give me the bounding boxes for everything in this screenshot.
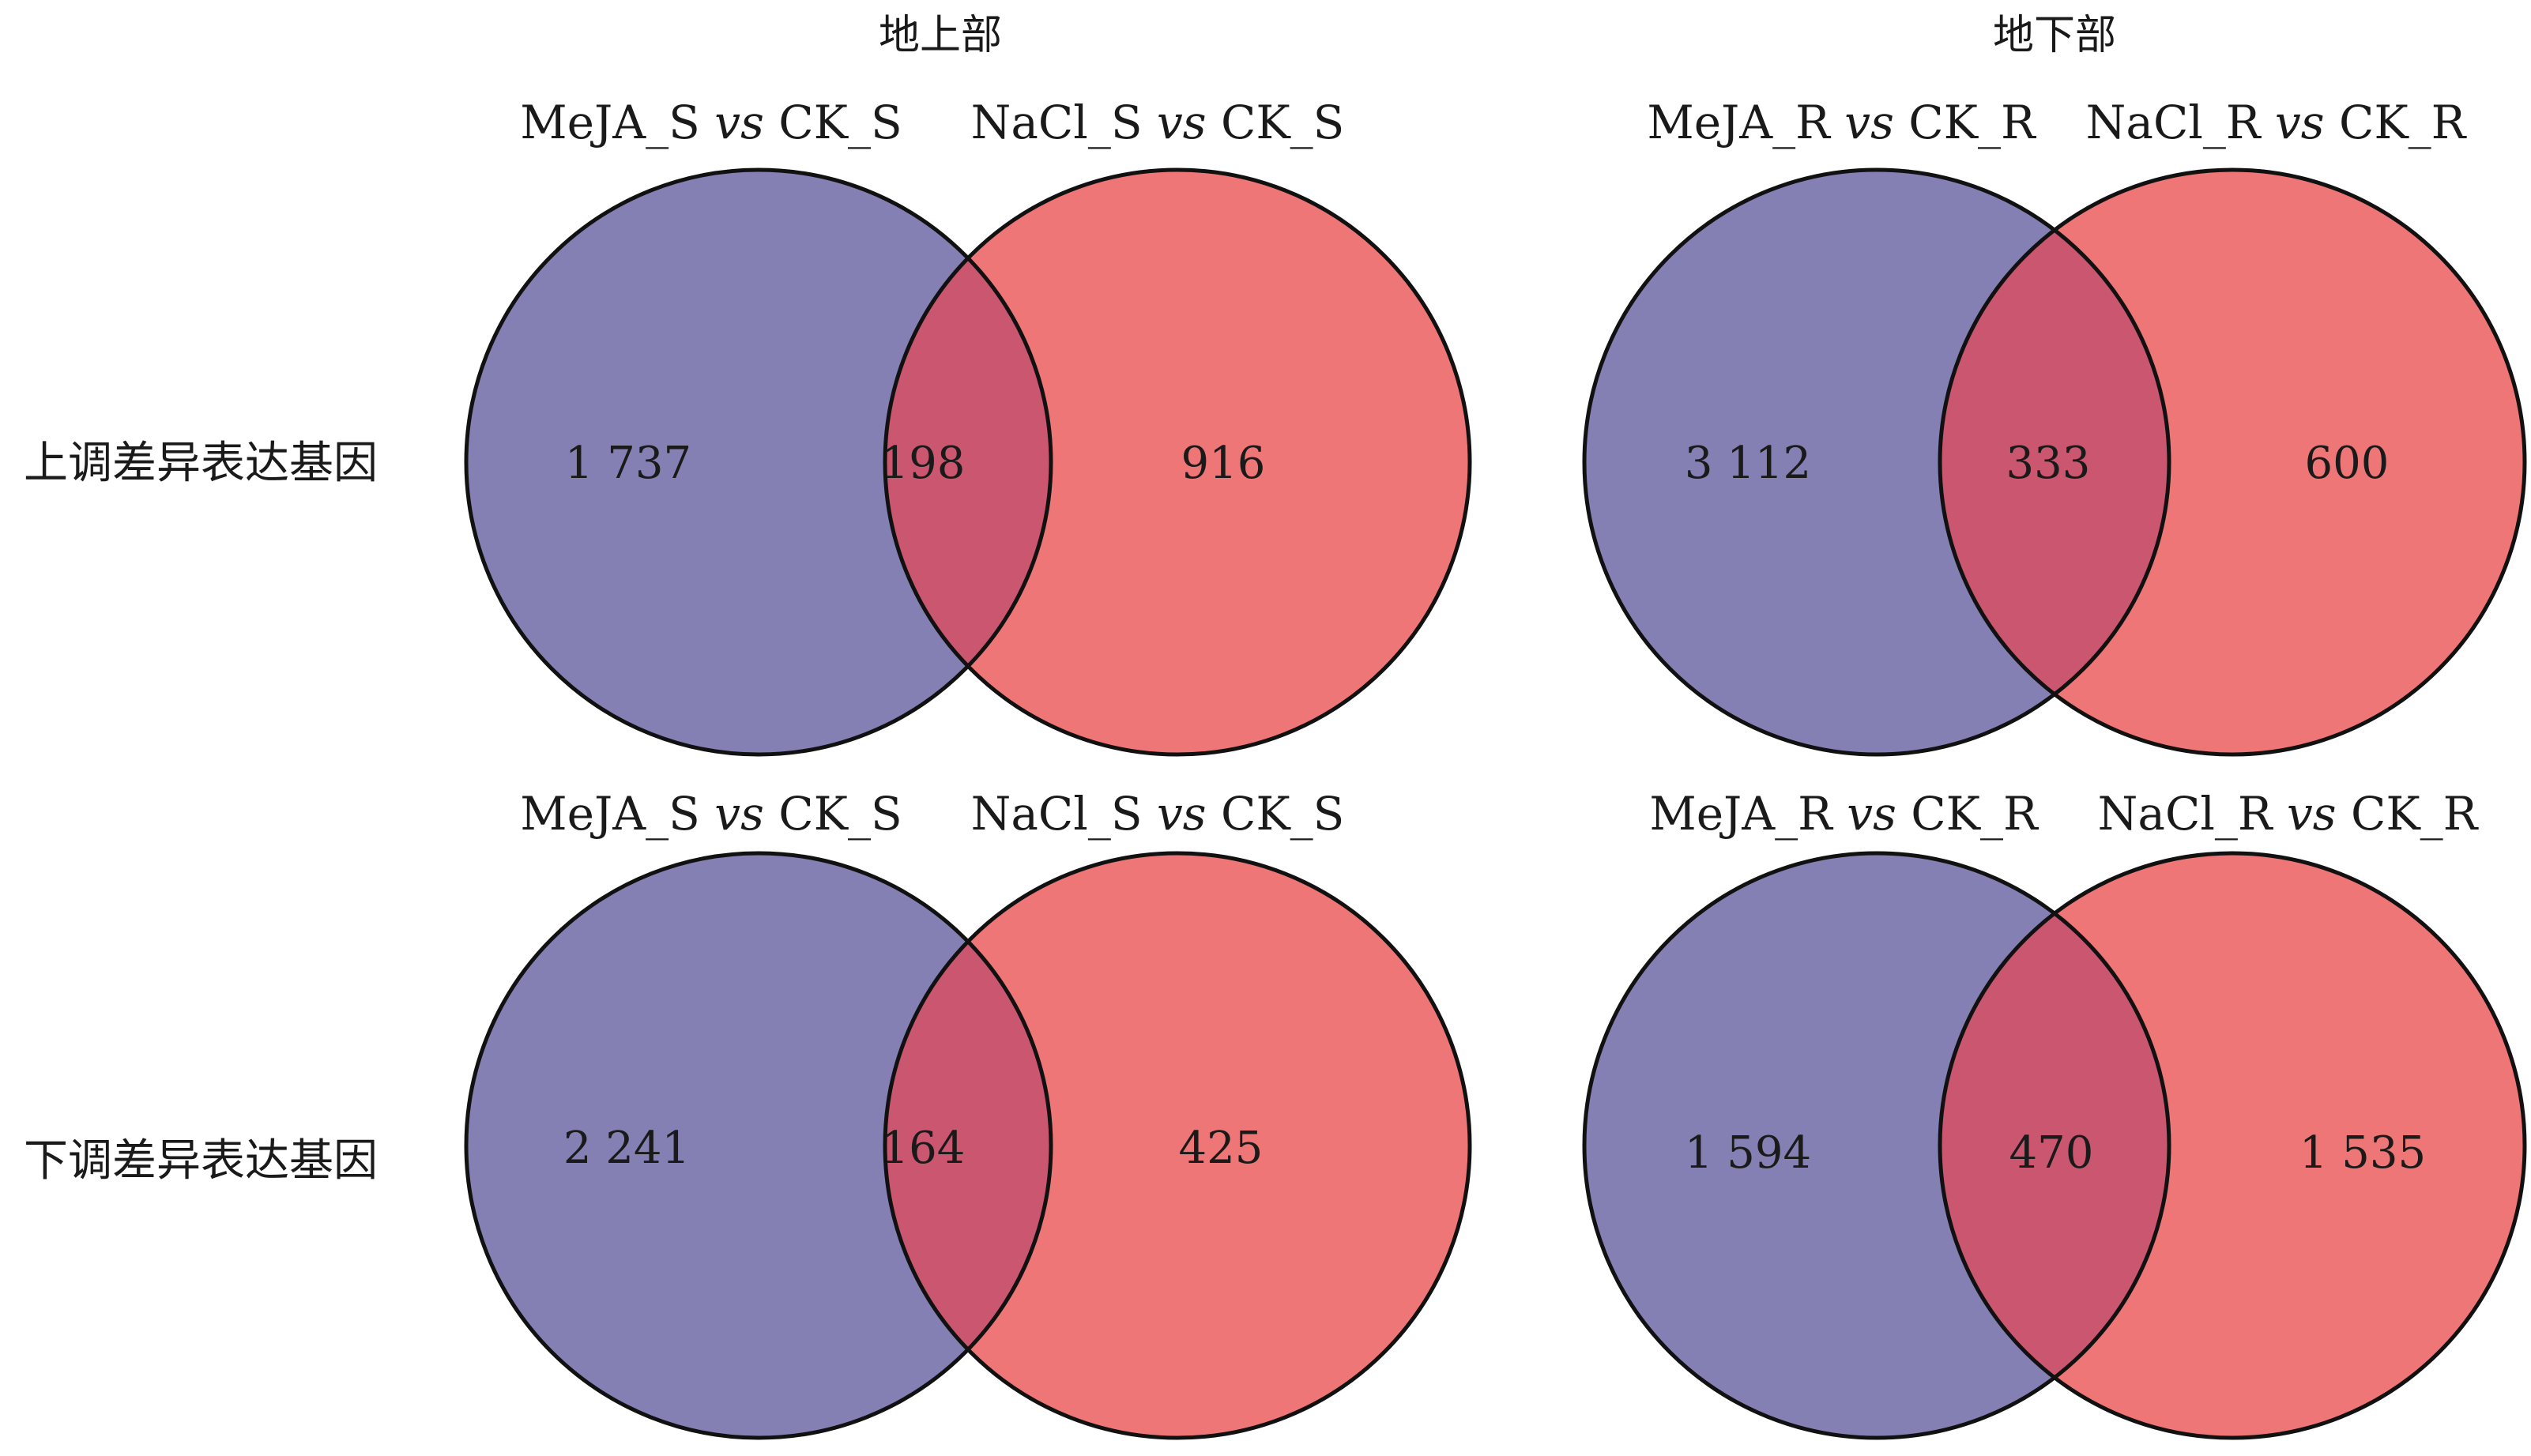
row-title-downregulated: 下调差异表达基因 bbox=[24, 1135, 378, 1187]
venn-circle-right bbox=[885, 853, 1470, 1438]
set-label-right: NaCl_R vs CK_R bbox=[2098, 787, 2480, 841]
count-overlap: 470 bbox=[2009, 1127, 2094, 1179]
count-right-only: 916 bbox=[1181, 438, 1266, 489]
set-label-right: NaCl_R vs CK_R bbox=[2086, 96, 2468, 149]
set-label-left: MeJA_S vs CK_S bbox=[520, 787, 902, 841]
set-label-left: MeJA_R vs CK_R bbox=[1647, 96, 2037, 149]
venn-root-downregulated: MeJA_R vs CK_R NaCl_R vs CK_R 1 594 470 … bbox=[1582, 787, 2527, 1440]
count-right-only: 425 bbox=[1179, 1123, 1264, 1174]
venn-shoot-downregulated: MeJA_S vs CK_S NaCl_S vs CK_S 2 241 164 … bbox=[464, 787, 1472, 1440]
venn-circle-right bbox=[885, 170, 1470, 754]
venn-root-upregulated: MeJA_R vs CK_R NaCl_R vs CK_R 3 112 333 … bbox=[1582, 96, 2527, 757]
set-label-right: NaCl_S vs CK_S bbox=[971, 787, 1345, 841]
row-title-upregulated: 上调差异表达基因 bbox=[24, 438, 378, 489]
venn-circle-left bbox=[466, 853, 1051, 1438]
count-left-only: 3 112 bbox=[1685, 438, 1811, 489]
set-label-left: MeJA_R vs CK_R bbox=[1649, 787, 2039, 841]
count-left-only: 1 594 bbox=[1685, 1127, 1811, 1179]
count-overlap: 333 bbox=[2006, 438, 2091, 489]
count-overlap: 164 bbox=[881, 1123, 966, 1174]
count-overlap: 198 bbox=[881, 438, 966, 489]
set-label-right: NaCl_S vs CK_S bbox=[971, 96, 1345, 149]
count-left-only: 2 241 bbox=[563, 1123, 690, 1174]
venn-circle-left bbox=[466, 170, 1051, 754]
column-title-root: 地下部 bbox=[1993, 12, 2116, 59]
count-left-only: 1 737 bbox=[565, 438, 691, 489]
count-right-only: 600 bbox=[2305, 438, 2390, 489]
venn-shoot-upregulated: MeJA_S vs CK_S NaCl_S vs CK_S 1 737 198 … bbox=[464, 96, 1472, 757]
venn-overlap-region bbox=[1940, 853, 2169, 1438]
set-label-left: MeJA_S vs CK_S bbox=[520, 96, 902, 149]
venn-overlap-region bbox=[1940, 170, 2169, 754]
column-title-shoot: 地上部 bbox=[879, 12, 1002, 59]
count-right-only: 1 535 bbox=[2299, 1127, 2426, 1179]
